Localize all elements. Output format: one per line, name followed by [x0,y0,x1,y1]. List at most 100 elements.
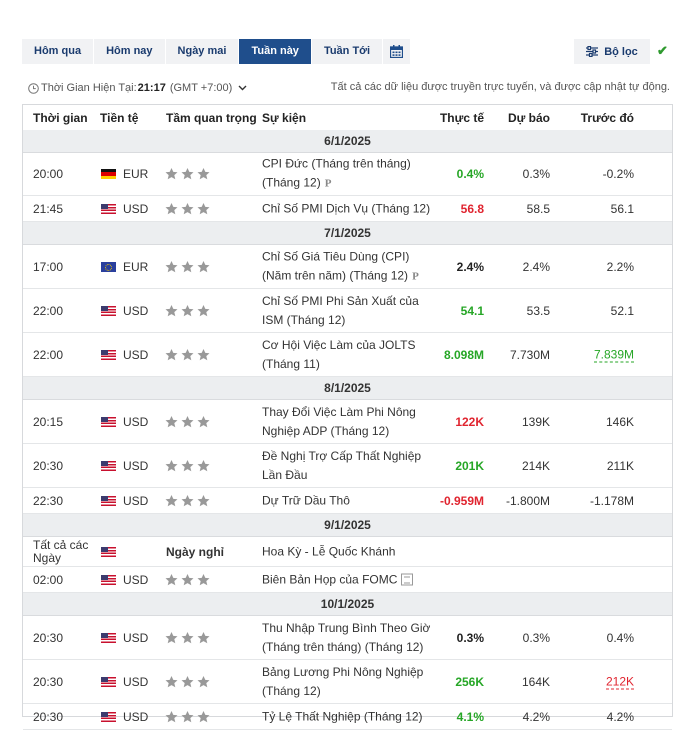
col-importance: Tầm quan trọng [166,111,257,125]
table-row[interactable]: 22:30 USD Dự Trữ Dầu Thô -0.959M -1.800M -1.1… [23,488,672,514]
currency-code: USD [123,493,149,508]
tab-yesterday[interactable]: Hôm qua [22,39,95,64]
currency-code: USD [123,572,149,587]
previous-value: 4.2% [606,709,634,724]
actual-value: 122K [455,414,484,429]
document-icon[interactable] [401,573,414,586]
event-time: 17:00 [33,259,64,274]
event-title[interactable]: Bảng Lương Phi Nông Nghiệp (Tháng 12) [262,664,424,698]
currency-code: USD [123,458,149,473]
event-title[interactable]: Chỉ Số Giá Tiêu Dùng (CPI) (Năm trên năm… [262,249,410,282]
importance-stars [165,573,210,586]
event-title[interactable]: Biên Bản Họp của FOMC [262,572,398,586]
star-icon [197,304,210,317]
forecast-value: 139K [521,414,550,429]
event-title[interactable]: Chỉ Số PMI Phi Sản Xuất của ISM (Tháng 1… [262,293,419,327]
calendar-icon[interactable] [383,39,412,64]
star-icon [197,459,210,472]
event-title[interactable]: Dự Trữ Dầu Thô [262,493,350,507]
date-header: 8/1/2025 [23,377,672,400]
tab-tomorrow[interactable]: Ngày mai [165,39,240,64]
previous-value: 146K [605,414,634,429]
current-time-selector[interactable]: Thời Gian Hiện Tại: 21:17 (GMT +7:00) [28,82,247,94]
forecast-value: -1.800M [505,493,550,508]
date-header: 10/1/2025 [23,593,672,616]
previous-value: 211K [606,458,634,473]
event-time: 21:45 [33,201,64,216]
star-icon [197,168,210,181]
event-name[interactable]: Đề Nghị Trợ Cấp Thất Nghiệp Lần Đầu [262,447,434,485]
actual-value: -0.959M [439,493,484,508]
event-title[interactable]: Đề Nghị Trợ Cấp Thất Nghiệp Lần Đầu [262,448,422,482]
event-name[interactable]: Thay Đổi Việc Làm Phi Nông Nghiệp ADP (T… [262,403,434,441]
checkmark-icon[interactable]: ✔ [657,43,668,58]
currency-code: USD [123,347,149,362]
event-name[interactable]: Chỉ Số PMI Dịch Vụ (Tháng 12) [262,199,434,218]
table-row[interactable]: 02:00 USD Biên Bản Họp của FOMC [23,567,672,593]
event-name[interactable]: Chỉ Số Giá Tiêu Dùng (CPI) (Năm trên năm… [262,247,434,286]
event-name[interactable]: Thu Nhập Trung Bình Theo Giờ (Tháng trên… [262,619,434,657]
event-title[interactable]: CPI Đức (Tháng trên tháng) (Tháng 12) [262,156,411,190]
event-name[interactable]: Tỷ Lệ Thất Nghiệp (Tháng 12) [262,707,434,726]
event-name[interactable]: Chỉ Số PMI Phi Sản Xuất của ISM (Tháng 1… [262,292,434,330]
star-icon [181,459,194,472]
table-row[interactable]: 20:00 EUR CPI Đức (Tháng trên tháng) (Thán… [23,153,672,196]
star-icon [165,260,178,273]
event-time: 20:30 [33,458,64,473]
currency-code: EUR [123,167,149,181]
forecast-value: 164K [521,674,550,689]
event-name[interactable]: Dự Trữ Dầu Thô [262,491,434,510]
table-row[interactable]: 21:45 USD Chỉ Số PMI Dịch Vụ (Tháng 12) 56.… [23,196,672,222]
flag-us-icon [101,203,116,214]
event-name[interactable]: Cơ Hội Việc Làm của JOLTS (Tháng 11) [262,336,434,374]
tab-this-week[interactable]: Tuần này [239,39,312,64]
flag-us-icon [101,574,116,585]
previous-value[interactable]: 7.839M [593,347,634,362]
event-title[interactable]: Hoa Kỳ - Lễ Quốc Khánh [262,544,396,558]
flag-us-icon [101,711,116,722]
previous-value: -1.178M [589,493,634,508]
star-icon [197,202,210,215]
event-name[interactable]: Hoa Kỳ - Lễ Quốc Khánh [262,542,434,561]
star-icon [165,304,178,317]
event-time: 20:30 [33,709,64,724]
importance-stars [165,415,210,428]
star-icon [181,415,194,428]
filter-label: Bộ lọc [604,45,638,58]
tab-next-week[interactable]: Tuần Tới [311,39,384,64]
table-row[interactable]: 20:30 USD Đề Nghị Trợ Cấp Thất Nghiệp Lần … [23,444,672,488]
forecast-value: 0.3% [522,167,550,181]
event-name[interactable]: CPI Đức (Tháng trên tháng) (Tháng 12) P [262,155,434,194]
star-icon [165,348,178,361]
currency-code: USD [123,630,149,645]
event-title[interactable]: Thay Đổi Việc Làm Phi Nông Nghiệp ADP (T… [262,404,416,438]
event-name[interactable]: Bảng Lương Phi Nông Nghiệp (Tháng 12) [262,663,434,701]
table-row[interactable]: 20:15 USD Thay Đổi Việc Làm Phi Nông Nghiệ… [23,400,672,444]
table-row[interactable]: 20:30 USD Bảng Lương Phi Nông Nghiệp (Thán… [23,660,672,704]
event-title[interactable]: Cơ Hội Việc Làm của JOLTS (Tháng 11) [262,337,416,371]
table-row[interactable]: 22:00 USD Chỉ Số PMI Phi Sản Xuất của ISM … [23,289,672,333]
col-time: Thời gian [33,111,88,125]
filter-button[interactable]: Bộ lọc [574,39,650,64]
table-row[interactable]: Tất cả các Ngày Ngày nghỉ Hoa Kỳ - Lễ Quốc… [23,537,672,567]
col-currency: Tiền tệ [100,111,139,125]
previous-value[interactable]: 212K [605,674,634,689]
table-row[interactable]: 20:30 USD Thu Nhập Trung Bình Theo Giờ (Th… [23,616,672,660]
table-row[interactable]: 22:00 USD Cơ Hội Việc Làm của JOLTS (Tháng… [23,333,672,377]
actual-value: 2.4% [456,259,484,274]
importance-stars [165,168,210,181]
date-header: 9/1/2025 [23,514,672,537]
forecast-value: 0.3% [522,630,550,645]
event-title[interactable]: Thu Nhập Trung Bình Theo Giờ (Tháng trên… [262,620,431,654]
col-event: Sự kiện [262,111,307,125]
currency-code: USD [123,414,149,429]
forecast-value: 7.730M [509,347,550,362]
table-row[interactable]: 17:00 EUR Chỉ Số Giá Tiêu Dùng (CPI) (Năm … [23,245,672,289]
event-title[interactable]: Chỉ Số PMI Dịch Vụ (Tháng 12) [262,201,431,215]
event-title[interactable]: Tỷ Lệ Thất Nghiệp (Tháng 12) [262,709,423,723]
actual-value: 201K [455,458,484,473]
event-name[interactable]: Biên Bản Họp của FOMC [262,570,434,589]
tab-today[interactable]: Hôm nay [94,39,166,64]
col-previous: Trước đó [580,111,634,125]
table-row[interactable]: 20:30 USD Tỷ Lệ Thất Nghiệp (Tháng 12) 4.1%… [23,704,672,730]
